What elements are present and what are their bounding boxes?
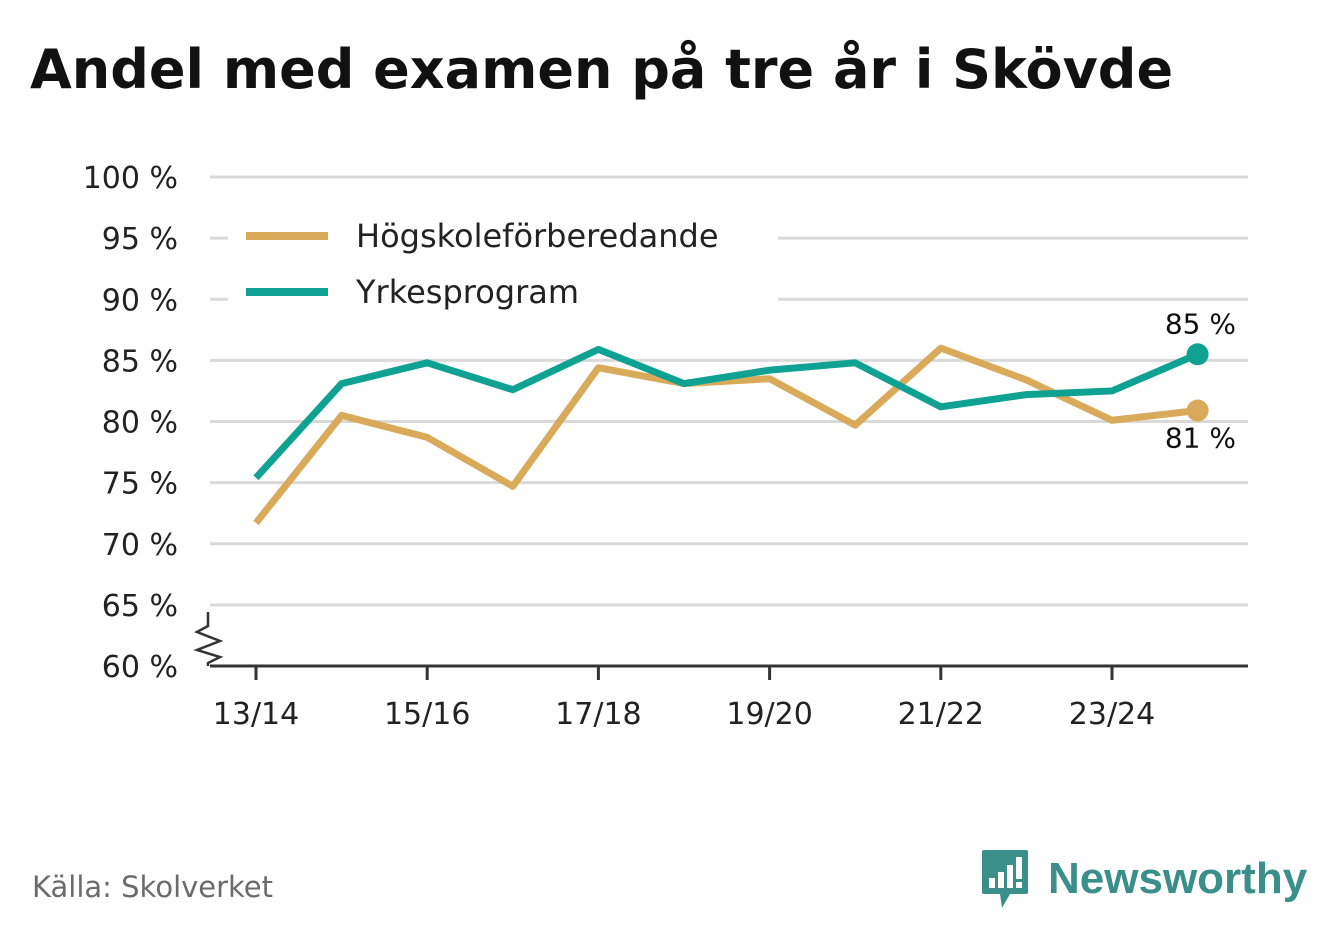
end-label: 81 % xyxy=(1165,421,1236,454)
newsworthy-logo-icon xyxy=(982,850,1028,908)
x-tick-label: 23/24 xyxy=(1069,697,1155,732)
legend-label: Yrkesprogram xyxy=(355,273,579,311)
y-tick-label: 70 % xyxy=(102,528,178,563)
source-note: Källa: Skolverket xyxy=(32,870,274,904)
series-end-point-0 xyxy=(1186,399,1209,422)
brand-name: Newsworthy xyxy=(1048,854,1308,903)
legend-label: Högskoleförberedande xyxy=(356,217,719,255)
series-end-point-1 xyxy=(1186,343,1209,366)
x-tick-label: 17/18 xyxy=(555,697,641,732)
y-axis-labels: 100 % 95 % 90 % 85 % 80 % 75 % 70 % 65 % 60 % xyxy=(83,161,178,685)
end-labels: 81 % 85 % xyxy=(1165,307,1236,454)
legend: Högskoleförberedande Yrkesprogram xyxy=(228,204,778,316)
y-tick-label: 95 % xyxy=(102,222,178,257)
end-label: 85 % xyxy=(1165,307,1236,340)
legend-background xyxy=(228,204,778,316)
x-tick-label: 21/22 xyxy=(898,697,984,732)
x-tick-label: 15/16 xyxy=(384,697,470,732)
x-axis-labels: 13/14 15/16 17/18 19/20 21/22 23/24 xyxy=(213,697,1155,732)
series-lines xyxy=(253,343,1209,526)
y-tick-label: 85 % xyxy=(102,344,178,379)
x-tick-label: 19/20 xyxy=(726,697,812,732)
x-axis xyxy=(193,612,1248,680)
brand: Newsworthy xyxy=(980,848,1307,910)
series-line-1 xyxy=(253,345,1199,481)
axis-break-mark xyxy=(193,612,224,666)
x-tick-label: 13/14 xyxy=(213,697,299,732)
y-tick-label: 100 % xyxy=(83,161,178,196)
chart-title: Andel med examen på tre år i Skövde xyxy=(30,38,1174,101)
y-tick-label: 80 % xyxy=(102,406,178,441)
series-line-0 xyxy=(253,344,1198,526)
y-tick-label: 65 % xyxy=(102,589,178,624)
y-tick-label: 90 % xyxy=(102,283,178,318)
y-tick-label: 75 % xyxy=(102,467,178,502)
y-tick-label: 60 % xyxy=(102,650,178,685)
